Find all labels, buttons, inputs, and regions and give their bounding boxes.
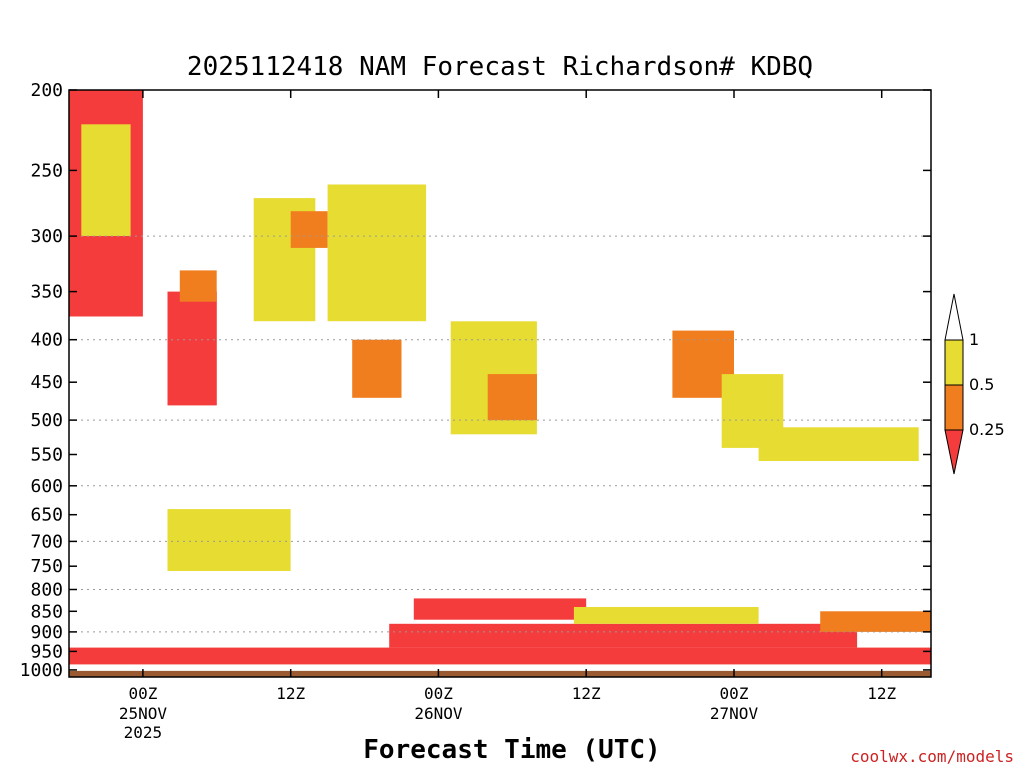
x-tick-label-0: 00Z [128, 684, 157, 703]
heatmap-cell-9 [352, 339, 402, 398]
heatmap-cell-19 [413, 598, 587, 620]
heatmap-cell-11 [487, 374, 537, 421]
y-tick-label-200: 200 [30, 80, 63, 101]
heatmap-cell-5 [179, 270, 217, 302]
y-tick-label-850: 850 [30, 601, 63, 622]
y-tick-label-950: 950 [30, 641, 63, 662]
heatmap-cell-1 [389, 623, 858, 648]
source-credit: coolwx.com/models [850, 747, 1014, 766]
y-axis: 200 250 300 350 400 450 500 550 600 650 700 750 8008… [20, 80, 931, 681]
y-tick-label-300: 300 [30, 226, 63, 247]
colorbar-bin-orange [944, 384, 964, 431]
heatmap-cells [69, 90, 931, 665]
y-tick-label-350: 350 [30, 282, 63, 303]
chart-title: 2025112418 NAM Forecast Richardson# KDBQ [187, 52, 813, 82]
x-tick-label-3: 12Z [572, 684, 601, 703]
y-tick-label-800: 800 [30, 580, 63, 601]
x-tick-sublabel-0-1: 2025 [124, 723, 163, 742]
x-axis-title: Forecast Time (UTC) [363, 735, 660, 765]
y-tick-label-600: 600 [30, 476, 63, 497]
y-tick-label-550: 550 [30, 445, 63, 466]
heatmap-cell-20 [573, 607, 759, 624]
ground-fill [69, 669, 931, 677]
y-tick-label-900: 900 [30, 622, 63, 643]
heatmap-cell-14 [758, 427, 919, 461]
x-tick-label-1: 12Z [276, 684, 305, 703]
x-tick-label-5: 12Z [867, 684, 896, 703]
heatmap-cell-8 [327, 184, 427, 322]
colorbar-label-0: 1 [969, 330, 979, 349]
y-tick-label-700: 700 [30, 531, 63, 552]
y-tick-label-1000: 1000 [20, 660, 63, 681]
x-tick-sublabel-4-0: 27NOV [710, 704, 759, 723]
y-tick-label-450: 450 [30, 372, 63, 393]
heatmap-cell-4 [167, 291, 217, 406]
y-tick-label-650: 650 [30, 505, 63, 526]
heatmap-cell-7 [290, 211, 328, 248]
heatmap-cell-3 [81, 124, 131, 236]
colorbar-label-2: 0.25 [969, 420, 1005, 439]
x-tick-label-4: 00Z [720, 684, 749, 703]
colorbar: 1 0.5 0.25 [944, 293, 1005, 475]
ground-layer [69, 668, 931, 677]
colorbar-bottom-triangle [944, 429, 964, 475]
colorbar-label-1: 0.5 [969, 375, 994, 394]
y-tick-label-750: 750 [30, 556, 63, 577]
heatmap-cell-21 [820, 611, 931, 632]
colorbar-top-triangle [944, 293, 964, 341]
x-tick-label-2: 00Z [424, 684, 453, 703]
x-tick-sublabel-2-0: 26NOV [414, 704, 463, 723]
colorbar-bin-yellow [944, 339, 964, 386]
plot-frame [68, 89, 932, 678]
heatmap-cell-0 [69, 647, 931, 665]
x-tick-sublabel-0-0: 25NOV [119, 704, 168, 723]
y-tick-label-250: 250 [30, 160, 63, 181]
y-tick-label-400: 400 [30, 330, 63, 351]
y-tick-label-500: 500 [30, 410, 63, 431]
heatmap-cell-18 [167, 509, 291, 571]
